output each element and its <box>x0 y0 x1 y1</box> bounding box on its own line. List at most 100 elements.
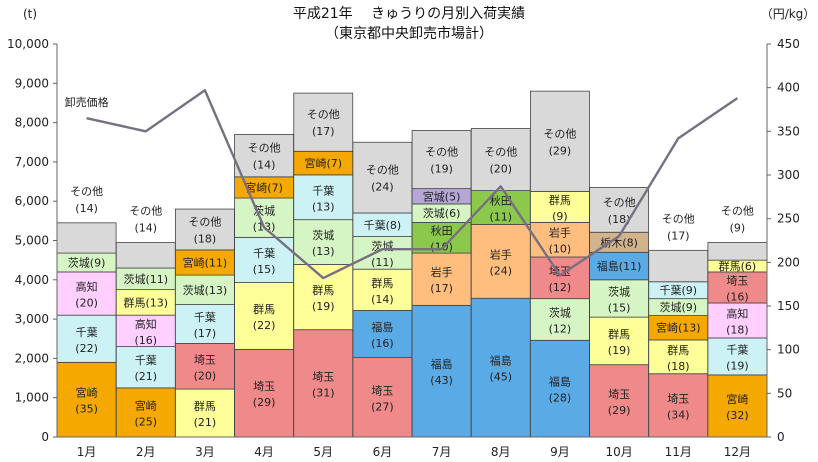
bar-stack: 宮崎 (35) 千葉 (22) 高知 (20) 茨城(9) その他 (14) <box>56 185 117 438</box>
segment-percent: (45) <box>489 371 512 384</box>
x-tick-label: 5月 <box>313 445 333 459</box>
segment-label: 茨城(6) <box>423 206 461 220</box>
bar-segment <box>707 302 768 339</box>
segment-percent: (10) <box>549 243 572 256</box>
bar-segment <box>470 223 531 299</box>
x-tick-label: 10月 <box>605 445 632 459</box>
other-percent: (17) <box>667 229 690 242</box>
right-tick-label: 400 <box>777 81 800 95</box>
bar-segment <box>530 298 590 341</box>
other-label: その他 <box>425 146 458 159</box>
right-tick-label: 50 <box>777 386 792 400</box>
segment-label: 宮崎(13) <box>656 321 701 335</box>
chart-title: 平成21年 きゅうりの月別入荷実績 <box>293 6 525 22</box>
bar-segment <box>411 130 472 190</box>
segment-label: 埼玉 <box>312 369 334 383</box>
bar-stack: 宮崎 (25) 千葉 (21) 高知 (16) 群馬(13) 茨城(11) その他 (14) <box>115 204 176 438</box>
segment-percent: (15) <box>253 263 276 276</box>
segment-percent: (13) <box>312 200 335 213</box>
segment-percent: (17) <box>430 282 453 295</box>
bar-segment <box>707 242 768 261</box>
x-tick-label: 11月 <box>665 445 692 459</box>
x-tick-label: 3月 <box>195 445 215 459</box>
segment-percent: (16) <box>371 337 394 350</box>
x-axis-ticks: 1月 2月 3月 4月 5月 6月 7月 8月 9月 10月 11月 12月 <box>77 445 751 459</box>
other-percent: (14) <box>253 159 276 172</box>
right-tick-label: 300 <box>777 168 800 182</box>
segment-label: 茨城(11) <box>123 272 168 286</box>
segment-label: 埼玉 <box>371 383 393 397</box>
bar-segment <box>707 374 768 438</box>
bar-segment <box>352 236 413 270</box>
bar-stack: 埼玉 (27) 福島 (16) 群馬 (14) 茨城 (11) 千葉(8) その他 (24) <box>352 141 413 438</box>
right-tick-label: 350 <box>777 124 800 138</box>
segment-percent: (22) <box>75 342 98 355</box>
x-tick-label: 12月 <box>724 445 751 459</box>
left-tick-label: 10,000 <box>7 37 49 51</box>
other-label: その他 <box>248 142 281 155</box>
x-tick-label: 6月 <box>373 445 393 459</box>
left-tick-label: 5,000 <box>15 234 49 248</box>
segment-label: 群馬 <box>194 399 216 413</box>
bar-segment <box>648 249 709 283</box>
left-tick-label: 1,000 <box>15 391 49 405</box>
segment-label: 高知 <box>135 317 157 331</box>
right-tick-label: 100 <box>777 343 800 357</box>
segment-percent: (12) <box>549 281 572 294</box>
segment-label: 千葉 <box>194 310 216 324</box>
bar-segment <box>175 388 235 438</box>
segment-percent: (34) <box>667 408 690 421</box>
right-tick-label: 450 <box>777 37 800 51</box>
segment-percent: (14) <box>371 293 394 306</box>
bar-stack: 埼玉 (29) 群馬 (19) 茨城 (15) 福島(11) 栃木(8) その他 (18) <box>589 187 649 438</box>
segment-label: 群馬 <box>312 283 334 297</box>
segment-percent: (13) <box>312 245 335 258</box>
segment-percent: (16) <box>134 334 157 347</box>
segment-percent: (16) <box>726 290 749 303</box>
segment-label: 宮崎(7) <box>245 180 283 194</box>
left-tick-label: 0 <box>41 430 49 444</box>
left-tick-label: 4,000 <box>15 273 49 287</box>
segment-percent: (24) <box>489 264 512 277</box>
segment-label: 宮崎 <box>726 392 748 406</box>
segment-label: 茨城 <box>371 239 393 253</box>
segment-percent: (20) <box>75 297 98 310</box>
left-axis-unit: (t) <box>23 7 37 21</box>
segment-label: 茨城(13) <box>183 283 228 297</box>
segment-label: 埼玉 <box>608 387 630 401</box>
other-label: その他 <box>603 196 636 209</box>
segment-label: 高知 <box>76 280 98 294</box>
segment-percent: (19) <box>726 359 749 372</box>
other-label: その他 <box>543 127 576 140</box>
left-tick-label: 8,000 <box>15 116 49 130</box>
segment-label: 埼玉 <box>253 379 275 393</box>
segment-label: 福島 <box>490 354 512 368</box>
x-tick-label: 9月 <box>550 445 570 459</box>
bar-stack: 群馬 (21) 埼玉 (20) 千葉 (17) 茨城(13) 宮崎(11) その他 (18) <box>175 208 235 438</box>
bar-stack: 埼玉 (34) 群馬 (18) 宮崎(13) 茨城(9) 千葉(9) その他 (17) <box>648 212 709 438</box>
bar-segment <box>470 297 531 438</box>
segment-percent: (35) <box>75 403 98 416</box>
segment-label: 岩手 <box>490 247 512 261</box>
right-axis-unit: （円/kg） <box>761 7 816 21</box>
segment-percent: (11) <box>489 210 512 223</box>
segment-percent: (32) <box>726 409 749 422</box>
bar-segment <box>175 304 235 344</box>
stacked-bars: 宮崎(35)千葉(22)高知(20)茨城(9)その他(14)宮崎(25)千葉(2… <box>56 90 768 438</box>
right-tick-label: 150 <box>777 299 800 313</box>
other-label: その他 <box>129 204 162 217</box>
x-tick-label: 7月 <box>432 445 452 459</box>
left-tick-label: 6,000 <box>15 194 49 208</box>
segment-label: 福島 <box>371 320 393 334</box>
bar-segment <box>411 252 472 306</box>
segment-label: 茨城(9) <box>68 256 106 270</box>
bar-segment <box>530 222 590 258</box>
segment-label: 群馬 <box>549 193 571 207</box>
bar-segment <box>648 315 709 341</box>
left-tick-label: 9,000 <box>15 76 49 90</box>
segment-label: 福島 <box>549 375 571 389</box>
other-label: その他 <box>307 108 340 121</box>
segment-percent: (12) <box>549 322 572 335</box>
segment-percent: (19) <box>608 344 631 357</box>
segment-label: 秋田 <box>490 193 512 207</box>
